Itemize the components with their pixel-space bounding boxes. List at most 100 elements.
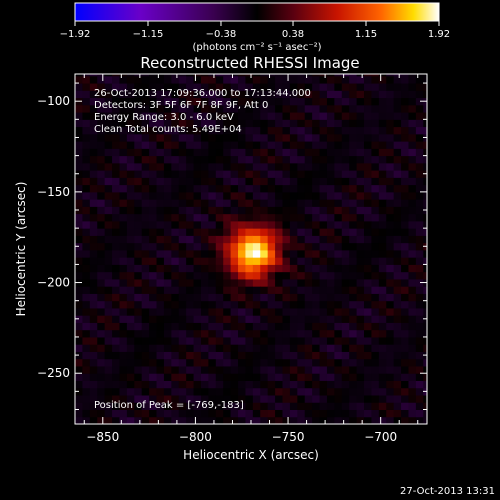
heatmap-cell: [423, 402, 427, 410]
heatmap-cell: [200, 141, 209, 149]
heatmap-cell: [156, 228, 165, 236]
heatmap-cell: [349, 322, 358, 331]
heatmap-cell: [230, 402, 239, 410]
heatmap-cell: [75, 365, 83, 374]
heatmap-cell: [356, 271, 365, 280]
heatmap-cell: [252, 235, 261, 244]
heatmap-cell: [215, 235, 224, 244]
heatmap-cell: [163, 358, 172, 367]
heatmap-cell: [75, 380, 83, 389]
heatmap-cell: [238, 322, 246, 331]
heatmap-cell: [126, 242, 135, 251]
heatmap-cell: [349, 90, 358, 99]
x-axis-label: Heliocentric X (arcsec): [183, 448, 319, 462]
heatmap-cell: [141, 293, 150, 302]
heatmap-cell: [200, 191, 209, 200]
heatmap-cell: [378, 409, 387, 418]
heatmap-cell: [364, 278, 372, 287]
heatmap-cell: [378, 249, 387, 258]
heatmap-cell: [186, 307, 195, 316]
annotation-block: 26-Oct-2013 17:09:36.000 to 17:13:44.000…: [94, 88, 311, 135]
heatmap-cell: [119, 387, 128, 396]
heatmap-cell: [267, 133, 276, 142]
heatmap-cell: [193, 184, 202, 193]
heatmap-cell: [415, 271, 424, 280]
heatmap-cell: [326, 170, 335, 178]
heatmap-cell: [297, 170, 306, 178]
heatmap-cell: [341, 315, 350, 323]
heatmap-cell: [112, 402, 120, 410]
heatmap-cell: [208, 380, 217, 389]
heatmap-cell: [223, 286, 232, 294]
heatmap-cell: [401, 322, 409, 331]
heatmap-cell: [349, 249, 358, 258]
heatmap-cell: [423, 286, 427, 294]
heatmap-cell: [423, 307, 427, 316]
heatmap-cell: [156, 293, 165, 302]
heatmap-cell: [393, 271, 402, 280]
heatmap-cell: [193, 286, 202, 294]
heatmap-cell: [289, 75, 298, 84]
heatmap-cell: [126, 416, 135, 424]
heatmap-cell: [297, 373, 306, 381]
heatmap-cell: [267, 126, 276, 135]
heatmap-cell: [326, 141, 335, 149]
heatmap-cell: [223, 220, 232, 229]
heatmap-cell: [334, 155, 343, 164]
heatmap-cell: [401, 235, 409, 244]
heatmap-cell: [341, 177, 350, 186]
heatmap-cell: [341, 170, 350, 178]
heatmap-cell: [238, 126, 246, 135]
heatmap-cell: [149, 264, 158, 273]
heatmap-cell: [156, 387, 165, 396]
heatmap-cell: [341, 126, 350, 135]
heatmap-cell: [260, 119, 269, 128]
heatmap-cell: [364, 97, 372, 106]
heatmap-cell: [415, 409, 424, 418]
heatmap-cell: [297, 155, 306, 164]
heatmap-cell: [319, 286, 328, 294]
heatmap-cell: [149, 293, 158, 302]
heatmap-cell: [282, 184, 291, 193]
heatmap-cell: [178, 387, 187, 396]
heatmap-cell: [193, 409, 202, 418]
heatmap-cell: [238, 220, 246, 229]
heatmap-cell: [104, 336, 113, 345]
heatmap-cell: [334, 83, 343, 91]
heatmap-cell: [193, 336, 202, 345]
colorbar-tick-label: 0.38: [282, 29, 304, 40]
heatmap-cell: [408, 220, 417, 229]
heatmap-cell: [275, 416, 283, 424]
heatmap-cell: [341, 278, 350, 287]
heatmap-cell: [275, 74, 283, 77]
heatmap-cell: [401, 119, 409, 128]
heatmap-cell: [319, 83, 328, 91]
heatmap-cell: [89, 344, 98, 352]
heatmap-cell: [260, 373, 269, 381]
heatmap-cell: [126, 235, 135, 244]
heatmap-cell: [326, 300, 335, 309]
heatmap-cell: [163, 300, 172, 309]
heatmap-cell: [282, 90, 291, 99]
heatmap-cell: [408, 344, 417, 352]
heatmap-cell: [423, 148, 427, 157]
heatmap-cell: [200, 162, 209, 171]
heatmap-cell: [178, 206, 187, 215]
heatmap-cell: [297, 380, 306, 389]
heatmap-cell: [230, 365, 239, 374]
heatmap-cell: [289, 402, 298, 410]
heatmap-cell: [75, 162, 83, 171]
heatmap-cell: [275, 286, 283, 294]
heatmap-cell: [252, 97, 261, 106]
heatmap-cell: [223, 257, 232, 265]
heatmap-cell: [193, 177, 202, 186]
heatmap-cell: [149, 365, 158, 374]
heatmap-cell: [215, 286, 224, 294]
heatmap-cell: [297, 358, 306, 367]
heatmap-cell: [119, 271, 128, 280]
heatmap-cell: [141, 249, 150, 258]
heatmap-cell: [178, 199, 187, 207]
heatmap-cell: [238, 148, 246, 157]
heatmap-cell: [75, 402, 83, 410]
heatmap-cell: [149, 148, 158, 157]
